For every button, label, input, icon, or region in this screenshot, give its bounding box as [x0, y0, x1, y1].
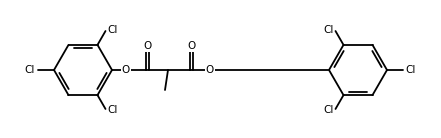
Text: O: O [206, 65, 214, 75]
Text: O: O [122, 65, 130, 75]
Text: Cl: Cl [323, 105, 334, 115]
Text: Cl: Cl [107, 25, 118, 35]
Text: O: O [187, 41, 195, 51]
Text: O: O [143, 41, 151, 51]
Text: Cl: Cl [406, 65, 416, 75]
Text: Cl: Cl [25, 65, 35, 75]
Text: Cl: Cl [107, 105, 118, 115]
Text: Cl: Cl [323, 25, 334, 35]
